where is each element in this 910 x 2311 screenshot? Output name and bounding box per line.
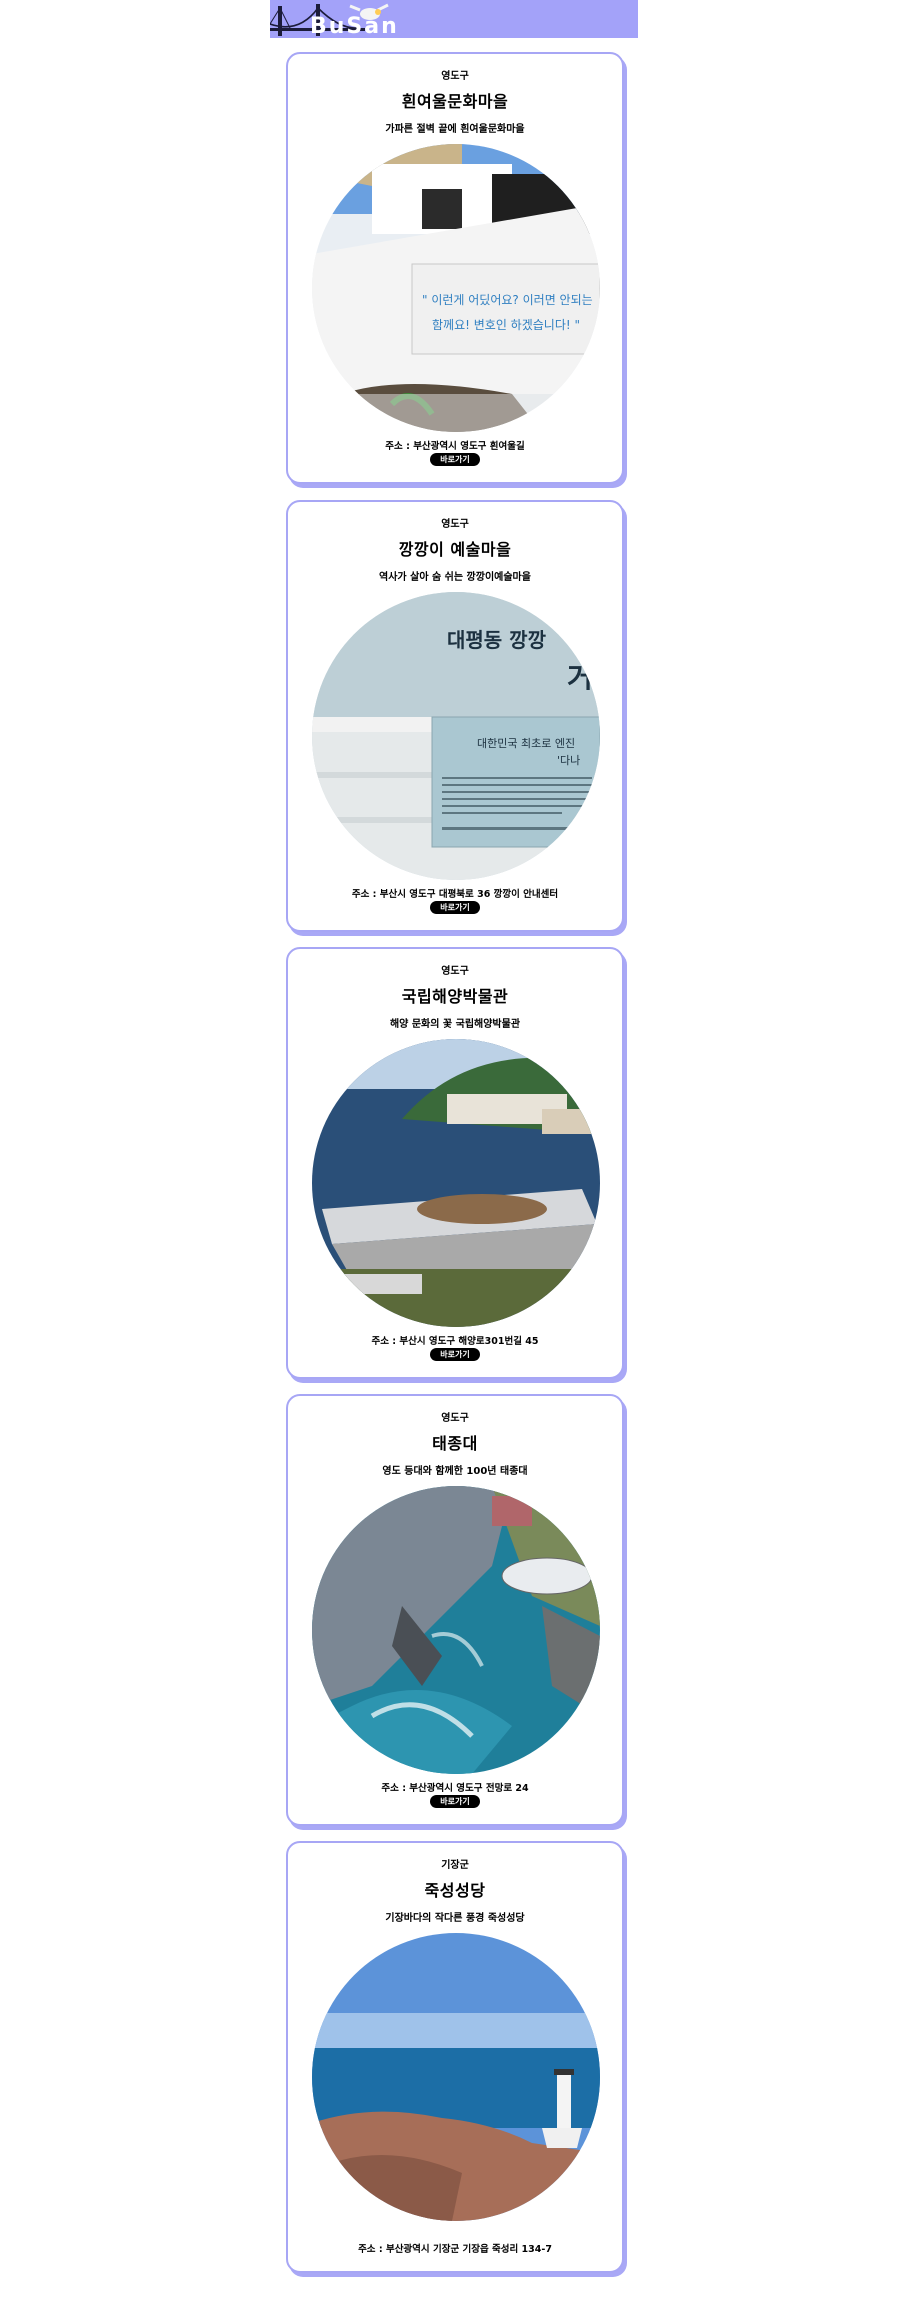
place-subtitle: 기장바다의 작다른 풍경 죽성성당 xyxy=(385,1913,525,1924)
svg-text:거: 거 xyxy=(567,661,593,694)
shortcut-button[interactable]: 바로가기 xyxy=(430,901,480,914)
shortcut-button[interactable]: 바로가기 xyxy=(430,453,480,466)
header-banner: BuSan xyxy=(270,0,638,38)
shortcut-button[interactable]: 바로가기 xyxy=(430,1348,480,1361)
place-photo-taejongdae xyxy=(312,1486,600,1774)
place-card-kkangkkangi: 영도구 깡깡이 예술마을 역사가 살아 숨 쉬는 깡깡이예술마을 대평동 깡깡 … xyxy=(286,500,624,932)
place-address: 주소 : 부산시 영도구 대평북로 36 깡깡이 안내센터 xyxy=(351,889,559,900)
place-card-jukseong: 기장군 죽성성당 기장바다의 작다른 풍경 죽성성당 주소 : 부산광역시 기장… xyxy=(286,1841,624,2273)
svg-text:대평동 깡깡: 대평동 깡깡 xyxy=(447,628,547,652)
place-photo-jukseong xyxy=(312,1933,600,2221)
place-card-maritime-museum: 영도구 국립해양박물관 해양 문화의 꽃 국립해양박물관 주소 : 부산시 영도… xyxy=(286,947,624,1379)
logo-text: BuSan xyxy=(310,14,399,38)
district-label: 영도구 xyxy=(441,519,469,530)
district-label: 기장군 xyxy=(441,1860,469,1871)
shortcut-button[interactable]: 바로가기 xyxy=(430,1795,480,1808)
district-label: 영도구 xyxy=(441,1413,469,1424)
district-label: 영도구 xyxy=(441,966,469,977)
place-photo-maritime-museum xyxy=(312,1039,600,1327)
place-address: 주소 : 부산광역시 기장군 기장읍 죽성리 134-7 xyxy=(358,2244,552,2255)
place-title: 죽성성당 xyxy=(424,1881,486,1900)
place-subtitle: 영도 등대와 함께한 100년 태종대 xyxy=(382,1466,528,1477)
svg-text:함께요! 변호인 하겠습니다! ": 함께요! 변호인 하겠습니다! " xyxy=(432,318,580,332)
place-card-taejongdae: 영도구 태종대 영도 등대와 함께한 100년 태종대 주소 : 부산광역시 영… xyxy=(286,1394,624,1826)
district-label: 영도구 xyxy=(441,71,469,82)
svg-text:" 이런게 어딨어요? 이러면 안되는: " 이런게 어딨어요? 이러면 안되는 xyxy=(422,293,593,307)
place-title: 국립해양박물관 xyxy=(401,987,509,1006)
place-subtitle: 가파른 절벽 끝에 흰여울문화마을 xyxy=(385,124,525,135)
place-address: 주소 : 부산광역시 영도구 전망로 24 xyxy=(381,1783,529,1794)
place-title: 깡깡이 예술마을 xyxy=(398,540,512,559)
place-subtitle: 해양 문화의 꽃 국립해양박물관 xyxy=(389,1019,521,1030)
place-card-huinnyeoul: 영도구 흰여울문화마을 가파른 절벽 끝에 흰여울문화마을 " 이런게 어딨어요… xyxy=(286,52,624,484)
place-subtitle: 역사가 살아 숨 쉬는 깡깡이예술마을 xyxy=(379,572,531,583)
place-title: 태종대 xyxy=(432,1434,478,1453)
svg-text:'다나: '다나 xyxy=(557,754,580,767)
place-photo-kkangkkangi: 대평동 깡깡 거 대한민국 최초로 엔진 '다나 xyxy=(312,592,600,880)
place-photo-huinnyeoul: " 이런게 어딨어요? 이러면 안되는 함께요! 변호인 하겠습니다! " xyxy=(312,144,600,432)
place-title: 흰여울문화마을 xyxy=(401,92,509,111)
place-address: 주소 : 부산광역시 영도구 흰여울길 xyxy=(385,441,525,452)
svg-text:대한민국 최초로 엔진: 대한민국 최초로 엔진 xyxy=(477,737,575,750)
place-address: 주소 : 부산시 영도구 해양로301번길 45 xyxy=(371,1336,539,1347)
